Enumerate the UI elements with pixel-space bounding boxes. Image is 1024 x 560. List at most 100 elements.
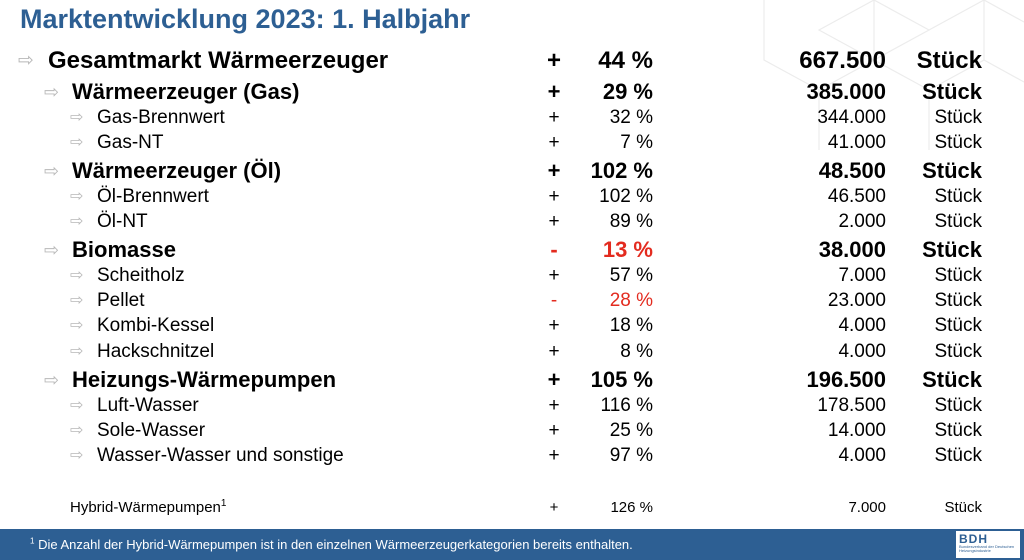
arrow-right-icon: ⇨	[44, 240, 60, 260]
row-percent: 105 %	[590, 367, 653, 392]
table-row: ⇨ Wärmeerzeuger (Öl) + 102 % 48.500 Stüc…	[0, 157, 1024, 185]
row-value: 667.500	[799, 47, 886, 74]
footnote-mark: 1	[220, 498, 227, 509]
row-sign: +	[548, 341, 560, 362]
row-percent: 13 %	[602, 237, 653, 262]
row-value: 2.000	[838, 211, 886, 232]
row-label: Luft-Wasser	[97, 395, 199, 416]
row-unit: Stück	[922, 79, 982, 104]
arrow-right-icon: ⇨	[70, 343, 84, 360]
row-unit: Stück	[922, 367, 982, 392]
row-percent: 102 %	[599, 186, 653, 207]
hybrid-row: Hybrid-Wärmepumpen1 + 126 % 7.000 Stück	[0, 498, 1024, 518]
row-value: 344.000	[817, 107, 886, 128]
row-label: Scheitholz	[97, 265, 185, 286]
footnote: 1 Die Anzahl der Hybrid-Wärmepumpen ist …	[30, 537, 633, 552]
row-value: 7.000	[838, 265, 886, 286]
table-row: ⇨ Scheitholz + 57 % 7.000 Stück	[0, 264, 1024, 288]
row-sign: +	[547, 367, 561, 392]
row-unit: Stück	[934, 265, 982, 286]
row-sign: +	[547, 79, 561, 104]
bdh-logo: BDH Bundesverband der Deutschen Heizungs…	[956, 531, 1020, 558]
row-unit: Stück	[934, 186, 982, 207]
row-value: 23.000	[827, 290, 886, 311]
row-sign: +	[548, 186, 560, 207]
row-unit: Stück	[916, 47, 982, 74]
row-value: 4.000	[838, 341, 886, 362]
table-row: ⇨ Heizungs-Wärmepumpen + 105 % 196.500 S…	[0, 366, 1024, 394]
row-label: Heizungs-Wärmepumpen	[72, 367, 337, 392]
logo-text: BDH	[959, 532, 988, 546]
row-sign: +	[548, 445, 560, 466]
row-unit: Stück	[934, 445, 982, 466]
arrow-right-icon: ⇨	[44, 370, 60, 390]
row-percent: 7 %	[620, 132, 653, 153]
row-value: 178.500	[817, 395, 886, 416]
row-sign: +	[548, 132, 560, 153]
arrow-right-icon: ⇨	[18, 50, 34, 71]
row-unit: Stück	[944, 499, 982, 516]
row-sign: +	[548, 395, 560, 416]
row-percent: 57 %	[609, 265, 653, 286]
row-percent: 28 %	[609, 290, 653, 311]
cube-lines-decoration	[763, 0, 1024, 150]
table-row: ⇨ Hackschnitzel + 8 % 4.000 Stück	[0, 340, 1024, 364]
row-sign: +	[548, 107, 560, 128]
arrow-right-icon: ⇨	[70, 188, 84, 205]
page-title: Marktentwicklung 2023: 1. Halbjahr	[20, 4, 471, 34]
row-value: 7.000	[848, 499, 886, 516]
row-percent: 29 %	[602, 79, 653, 104]
row-percent: 97 %	[609, 445, 653, 466]
table-row: ⇨ Gesamtmarkt Wärmeerzeuger + 44 % 667.5…	[0, 46, 1024, 76]
row-label: Sole-Wasser	[97, 420, 206, 441]
arrow-right-icon: ⇨	[70, 134, 84, 151]
row-label: Wasser-Wasser und sonstige	[97, 445, 344, 466]
table-row: ⇨ Wasser-Wasser und sonstige + 97 % 4.00…	[0, 444, 1024, 468]
row-unit: Stück	[934, 341, 982, 362]
hybrid-label-text: Hybrid-Wärmepumpen	[70, 499, 221, 516]
row-percent: 32 %	[609, 107, 653, 128]
table-row: ⇨ Luft-Wasser + 116 % 178.500 Stück	[0, 394, 1024, 418]
footer-bar: 1 Die Anzahl der Hybrid-Wärmepumpen ist …	[0, 529, 1024, 560]
row-value: 14.000	[827, 420, 886, 441]
table-row: ⇨ Gas-Brennwert + 32 % 344.000 Stück	[0, 106, 1024, 130]
row-sign: +	[546, 47, 561, 74]
row-unit: Stück	[934, 107, 982, 128]
row-sign: -	[550, 290, 558, 311]
row-unit: Stück	[934, 420, 982, 441]
row-label: Gesamtmarkt Wärmeerzeuger	[48, 47, 389, 74]
row-label: Pellet	[97, 290, 145, 311]
arrow-right-icon: ⇨	[44, 161, 60, 181]
table-row: ⇨ Öl-Brennwert + 102 % 46.500 Stück	[0, 185, 1024, 209]
table-row: ⇨ Öl-NT + 89 % 2.000 Stück	[0, 210, 1024, 234]
row-label: Biomasse	[72, 237, 176, 262]
table-row: ⇨ Kombi-Kessel + 18 % 4.000 Stück	[0, 314, 1024, 338]
row-label: Öl-NT	[97, 211, 148, 232]
row-percent: 8 %	[620, 341, 653, 362]
row-label: Wärmeerzeuger (Öl)	[72, 158, 282, 183]
row-percent: 102 %	[590, 158, 653, 183]
arrow-right-icon: ⇨	[70, 422, 84, 439]
row-sign: +	[549, 499, 559, 516]
arrow-right-icon: ⇨	[70, 317, 84, 334]
row-sign: +	[548, 420, 560, 441]
row-percent: 89 %	[609, 211, 653, 232]
arrow-right-icon: ⇨	[70, 267, 84, 284]
table-row: ⇨ Biomasse - 13 % 38.000 Stück	[0, 236, 1024, 264]
arrow-right-icon: ⇨	[70, 447, 84, 464]
arrow-right-icon: ⇨	[70, 109, 84, 126]
row-percent: 44 %	[598, 47, 653, 74]
row-label: Hackschnitzel	[97, 341, 215, 362]
row-unit: Stück	[934, 211, 982, 232]
table-row: ⇨ Gas-NT + 7 % 41.000 Stück	[0, 131, 1024, 155]
row-value: 46.500	[827, 186, 886, 207]
row-value: 48.500	[818, 158, 886, 183]
row-unit: Stück	[922, 158, 982, 183]
row-unit: Stück	[934, 395, 982, 416]
row-unit: Stück	[934, 132, 982, 153]
arrow-right-icon: ⇨	[44, 82, 60, 102]
row-value: 38.000	[818, 237, 886, 262]
row-value: 4.000	[838, 315, 886, 336]
row-label: Gas-NT	[97, 132, 164, 153]
row-label: Kombi-Kessel	[97, 315, 215, 336]
